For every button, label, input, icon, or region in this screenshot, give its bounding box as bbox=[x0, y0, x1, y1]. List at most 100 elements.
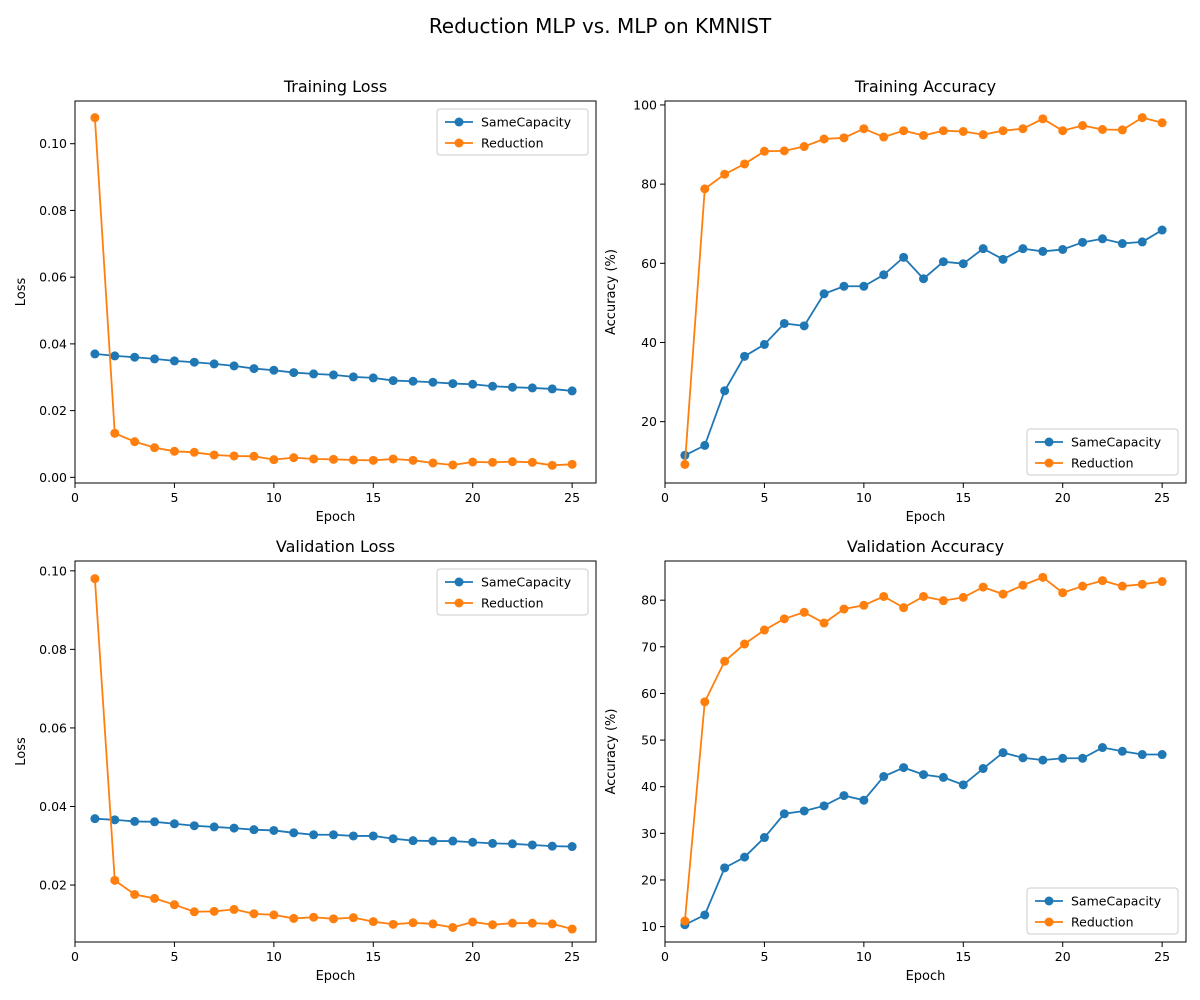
data-point-reduction bbox=[1078, 121, 1088, 131]
series-line-reduction bbox=[93, 578, 573, 930]
data-point-reduction bbox=[130, 889, 140, 899]
x-tick-label: 10 bbox=[856, 490, 872, 505]
data-point-samecapacity bbox=[938, 772, 948, 782]
data-point-samecapacity bbox=[720, 863, 730, 873]
data-point-reduction bbox=[209, 906, 219, 916]
y-tick-label: 0.02 bbox=[39, 878, 67, 893]
figure-title: Reduction MLP vs. MLP on KMNIST bbox=[428, 14, 772, 38]
data-point-samecapacity bbox=[779, 318, 789, 328]
data-point-reduction bbox=[759, 625, 769, 635]
data-point-samecapacity bbox=[1097, 234, 1107, 244]
data-point-samecapacity bbox=[329, 370, 339, 380]
data-point-samecapacity bbox=[169, 819, 179, 829]
axes-frame bbox=[664, 100, 1187, 484]
data-point-reduction bbox=[779, 146, 789, 156]
data-point-samecapacity bbox=[799, 806, 809, 816]
data-point-reduction bbox=[527, 457, 537, 467]
series-line-reduction bbox=[683, 576, 1163, 922]
data-point-samecapacity bbox=[408, 376, 418, 386]
data-point-samecapacity bbox=[527, 383, 537, 393]
series-line-samecapacity bbox=[684, 229, 1163, 457]
data-point-samecapacity bbox=[468, 379, 478, 389]
y-tick-label: 0.08 bbox=[39, 203, 67, 218]
y-tick-label: 0.04 bbox=[39, 799, 67, 814]
x-tick-label: 0 bbox=[71, 490, 79, 505]
x-axis-label: Epoch bbox=[316, 969, 356, 984]
y-axis-label: Loss bbox=[14, 278, 29, 307]
data-point-reduction bbox=[448, 460, 458, 470]
subplot-title: Training Accuracy bbox=[854, 77, 996, 96]
data-point-samecapacity bbox=[189, 821, 199, 831]
data-point-samecapacity bbox=[249, 825, 259, 835]
data-point-samecapacity bbox=[759, 339, 769, 349]
data-point-samecapacity bbox=[938, 257, 948, 267]
data-point-reduction bbox=[567, 459, 577, 469]
data-point-reduction bbox=[448, 922, 458, 932]
data-point-samecapacity bbox=[269, 365, 279, 375]
data-point-reduction bbox=[229, 904, 239, 914]
data-point-reduction bbox=[507, 918, 517, 928]
subplot-4: Validation Accuracy 0 5 10 15 20 25 10 20 30 40 50 6… bbox=[604, 537, 1187, 984]
data-point-reduction bbox=[468, 917, 478, 927]
legend-entry-samecapacity: SameCapacity bbox=[481, 115, 572, 130]
data-point-samecapacity bbox=[958, 780, 968, 790]
y-tick-label: 30 bbox=[641, 826, 657, 841]
y-axis-label: Accuracy (%) bbox=[604, 249, 619, 335]
data-point-samecapacity bbox=[1078, 237, 1088, 247]
x-tick-label: 15 bbox=[365, 490, 381, 505]
data-point-reduction bbox=[567, 924, 577, 934]
data-point-samecapacity bbox=[488, 838, 498, 848]
data-point-reduction bbox=[799, 142, 809, 152]
data-point-samecapacity bbox=[839, 791, 849, 801]
data-point-reduction bbox=[680, 459, 690, 469]
y-axis-label: Loss bbox=[14, 737, 29, 766]
data-point-reduction bbox=[779, 614, 789, 624]
y-tick-label: 60 bbox=[641, 256, 657, 271]
data-point-samecapacity bbox=[150, 354, 160, 364]
y-tick-label: 0.00 bbox=[39, 470, 67, 485]
legend: SameCapacity Reduction bbox=[436, 108, 589, 156]
data-point-reduction bbox=[720, 169, 730, 179]
x-tick-label: 25 bbox=[1154, 949, 1170, 964]
x-tick-label: 0 bbox=[71, 949, 79, 964]
data-point-samecapacity bbox=[958, 259, 968, 269]
data-point-reduction bbox=[938, 596, 948, 606]
data-point-reduction bbox=[130, 437, 140, 447]
data-point-reduction bbox=[740, 159, 750, 169]
data-point-samecapacity bbox=[1038, 246, 1048, 256]
data-point-samecapacity bbox=[348, 831, 358, 841]
y-axis-label: Accuracy (%) bbox=[604, 709, 619, 795]
legend: SameCapacity Reduction bbox=[1026, 428, 1179, 476]
data-point-samecapacity bbox=[309, 830, 319, 840]
data-point-reduction bbox=[978, 582, 988, 592]
data-point-samecapacity bbox=[567, 386, 577, 396]
legend-entry-samecapacity: SameCapacity bbox=[1071, 894, 1162, 909]
data-point-reduction bbox=[879, 132, 889, 142]
data-point-samecapacity bbox=[269, 825, 279, 835]
data-point-samecapacity bbox=[740, 852, 750, 862]
legend-box bbox=[1026, 428, 1179, 476]
series-line-reduction bbox=[683, 116, 1163, 465]
x-tick-label: 5 bbox=[760, 949, 768, 964]
data-point-samecapacity bbox=[388, 834, 398, 844]
data-point-samecapacity bbox=[368, 373, 378, 383]
data-point-reduction bbox=[408, 455, 418, 465]
y-tick-label: 70 bbox=[641, 639, 657, 654]
data-point-samecapacity bbox=[1038, 755, 1048, 765]
legend-box bbox=[1026, 887, 1179, 935]
x-tick-label: 0 bbox=[661, 490, 669, 505]
y-tick-label: 0.02 bbox=[39, 403, 67, 418]
data-point-reduction bbox=[468, 457, 478, 467]
data-point-samecapacity bbox=[899, 252, 909, 262]
data-point-samecapacity bbox=[700, 910, 710, 920]
legend: SameCapacity Reduction bbox=[436, 568, 589, 616]
data-point-reduction bbox=[110, 428, 120, 438]
x-tick-label: 20 bbox=[465, 490, 481, 505]
data-point-reduction bbox=[289, 453, 299, 463]
x-tick-label: 20 bbox=[1055, 490, 1071, 505]
data-point-reduction bbox=[229, 451, 239, 461]
data-point-samecapacity bbox=[1157, 225, 1167, 235]
y-tick-label: 10 bbox=[641, 919, 657, 934]
legend-swatch-marker bbox=[454, 138, 464, 148]
data-point-reduction bbox=[700, 697, 710, 707]
